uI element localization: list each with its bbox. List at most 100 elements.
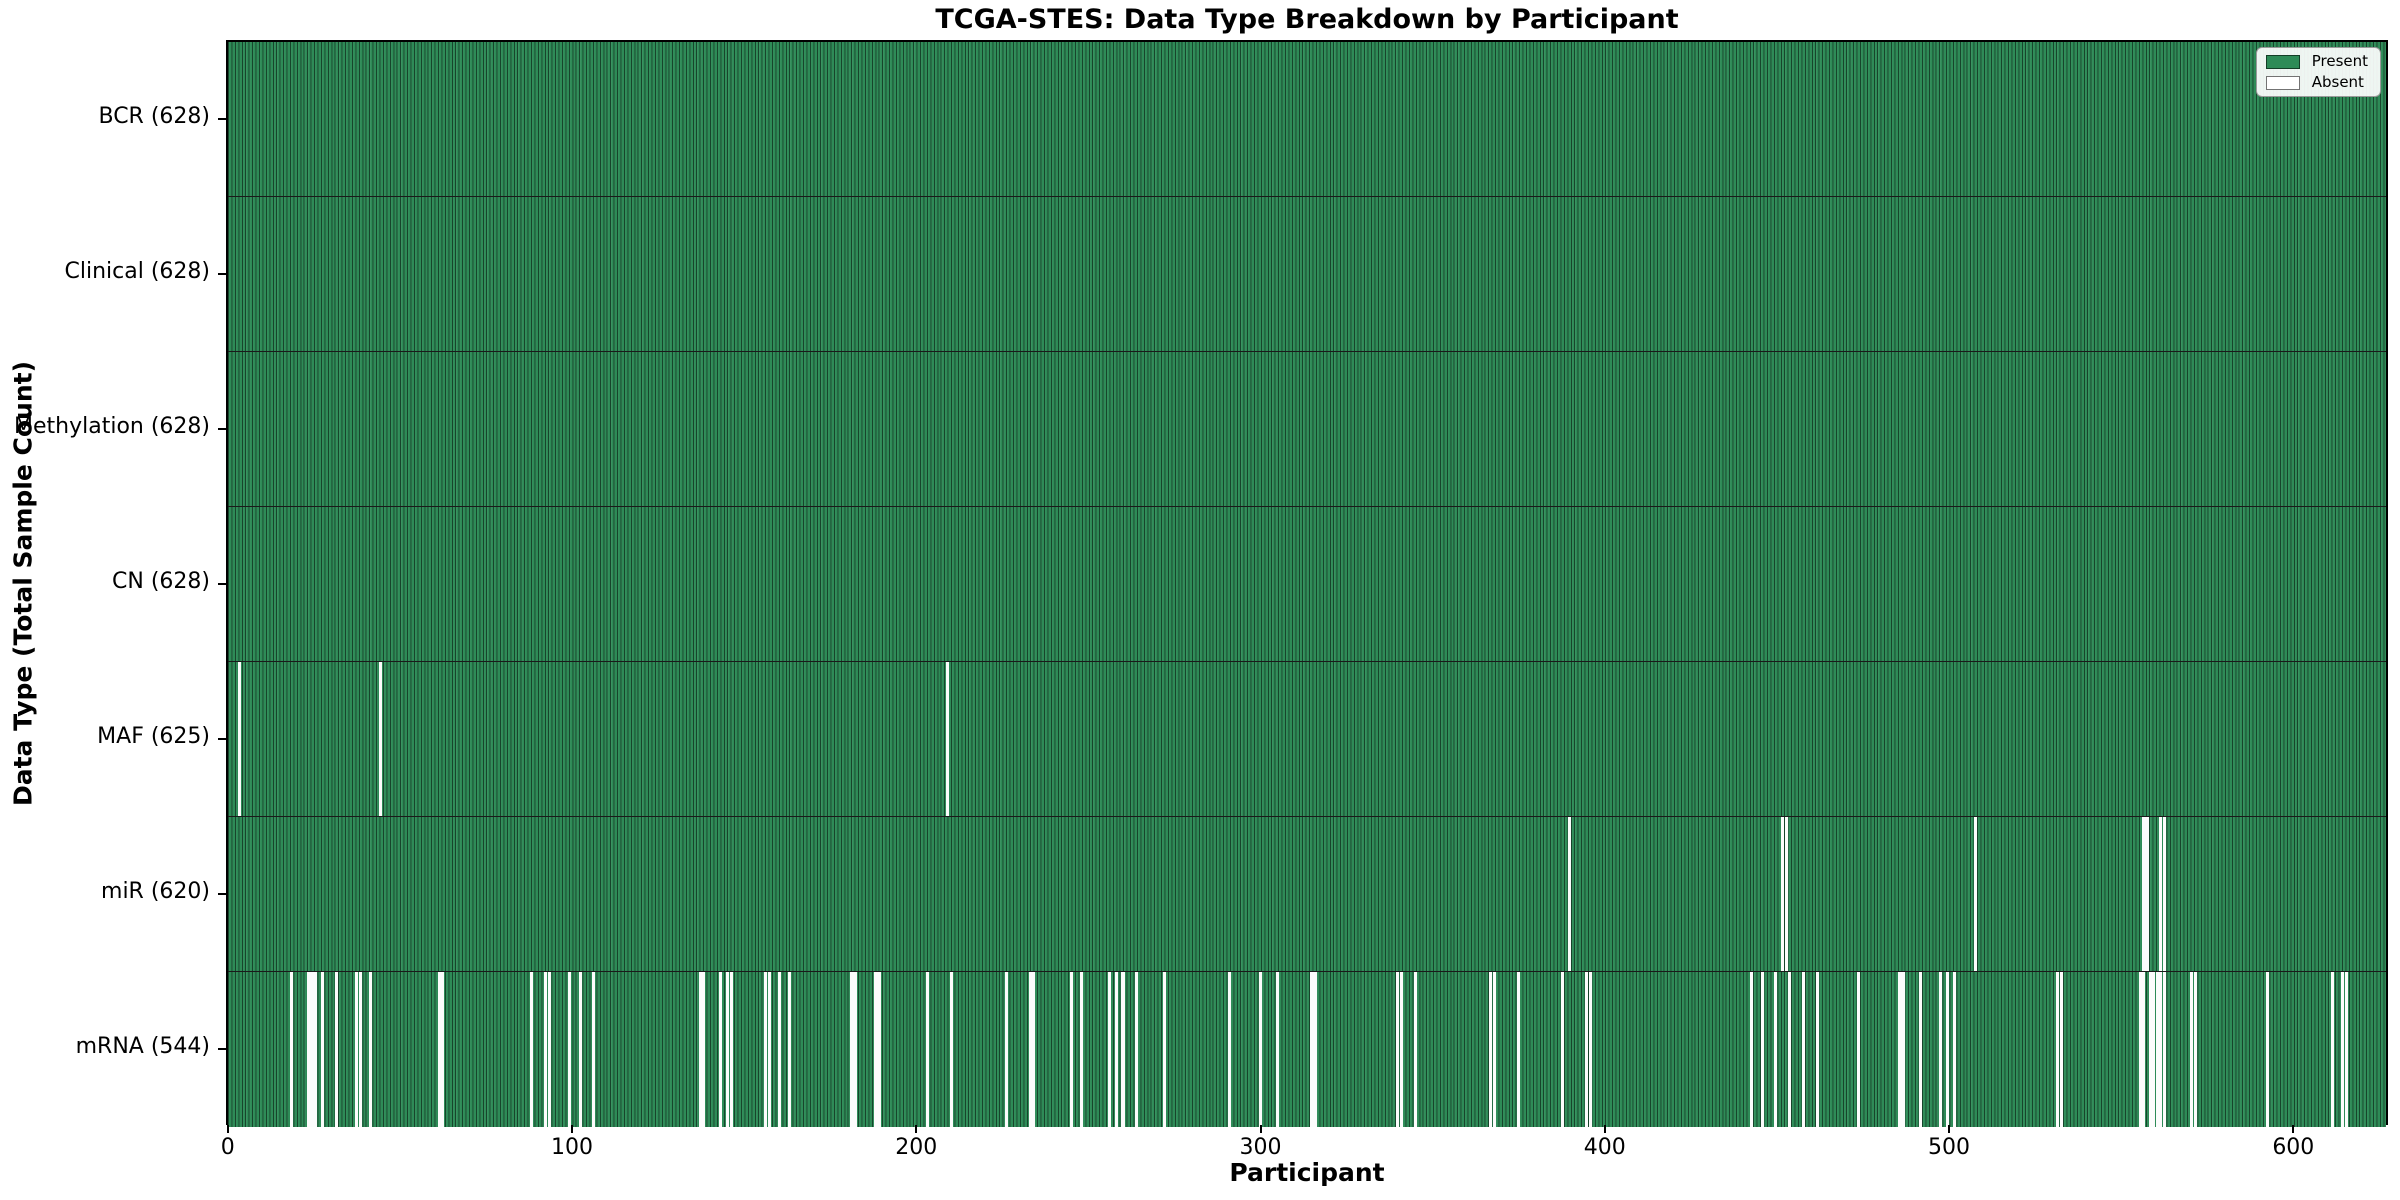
- absent-line: [1069, 972, 1073, 1127]
- absent-line: [767, 972, 771, 1127]
- legend-label: Absent: [2311, 73, 2364, 91]
- absent-line: [1561, 972, 1565, 1127]
- x-tick-label: 600: [2272, 1135, 2315, 1160]
- x-tick-label: 500: [1928, 1135, 1971, 1160]
- absent-line: [2162, 817, 2166, 971]
- absent-line: [2193, 972, 2197, 1127]
- absent-line: [1032, 972, 1036, 1127]
- absent-line: [1227, 972, 1232, 1127]
- absent-line: [1801, 972, 1805, 1127]
- row-fill: [228, 197, 2386, 351]
- absent-line: [368, 972, 372, 1127]
- absent-line: [358, 972, 362, 1127]
- absent-line: [1028, 972, 1032, 1127]
- absent-line: [313, 972, 317, 1127]
- absent-line: [1162, 972, 1166, 1127]
- x-tick-label: 300: [1239, 1135, 1282, 1160]
- x-tick-mark: [2292, 1125, 2295, 1133]
- row-fill: [228, 972, 2386, 1127]
- absent-line: [2152, 972, 2156, 1127]
- absent-line: [568, 972, 572, 1127]
- absent-line: [544, 972, 548, 1127]
- absent-line: [1939, 972, 1943, 1127]
- absent-line: [1492, 972, 1496, 1127]
- y-tick-mark: [218, 272, 226, 275]
- absent-line: [437, 972, 441, 1127]
- absent-line: [2155, 972, 2159, 1127]
- y-tick-mark: [218, 427, 226, 430]
- absent-line: [441, 972, 445, 1127]
- y-tick-mark: [218, 117, 226, 120]
- absent-line: [1918, 972, 1922, 1127]
- absent-line: [2162, 972, 2166, 1127]
- presence-row-bcr: [228, 42, 2386, 197]
- absent-line: [1004, 972, 1008, 1127]
- chart-title: TCGA-STES: Data Type Breakdown by Partic…: [935, 4, 1679, 35]
- absent-line: [1588, 972, 1592, 1127]
- absent-line: [2344, 972, 2348, 1127]
- y-tick-label: BCR (628): [98, 103, 210, 129]
- absent-line: [1856, 972, 1860, 1127]
- absent-line: [1788, 972, 1792, 1127]
- absent-line: [1310, 972, 1314, 1127]
- presence-row-clinical: [228, 197, 2386, 352]
- absent-line: [729, 972, 733, 1127]
- presence-row-mrna: [228, 972, 2386, 1127]
- absent-line: [2056, 972, 2060, 1127]
- absent-line: [2190, 972, 2194, 1127]
- absent-line: [238, 662, 242, 816]
- absent-line: [1313, 972, 1317, 1127]
- legend-item: Absent: [2265, 73, 2368, 91]
- absent-line: [289, 972, 293, 1127]
- absent-line: [2059, 972, 2063, 1127]
- absent-line: [2159, 972, 2163, 1127]
- plot-area: Present Absent: [226, 40, 2388, 1127]
- presence-row-maf: [228, 662, 2386, 817]
- absent-line: [2148, 972, 2152, 1127]
- absent-line: [925, 972, 929, 1127]
- absent-line: [2265, 972, 2269, 1127]
- absent-line: [1396, 972, 1400, 1127]
- absent-line: [355, 972, 359, 1127]
- absent-line: [379, 662, 383, 816]
- x-axis-ticks: 0 100 200 300 400 500 600: [221, 1125, 2388, 1165]
- absent-line: [1399, 972, 1403, 1127]
- absent-line: [1258, 972, 1262, 1127]
- presence-row-cn: [228, 507, 2386, 662]
- absent-line: [1946, 972, 1950, 1127]
- absent-line: [1516, 972, 1520, 1127]
- absent-line: [320, 972, 324, 1127]
- absent-line: [1750, 972, 1754, 1127]
- legend-label: Present: [2311, 52, 2368, 70]
- absent-line: [530, 972, 534, 1127]
- absent-line: [1973, 817, 1977, 971]
- absent-line: [307, 972, 311, 1127]
- absent-line: [2138, 972, 2142, 1127]
- absent-line: [726, 972, 730, 1127]
- x-tick-mark: [1948, 1125, 1951, 1133]
- absent-line: [702, 972, 706, 1127]
- y-tick-label: Clinical (628): [64, 258, 210, 284]
- presence-row-mir: [228, 817, 2386, 972]
- y-axis-ticks: BCR (628) Clinical (628) Methylation (628)…: [0, 40, 226, 1125]
- absent-line: [1774, 972, 1778, 1127]
- x-tick-mark: [1603, 1125, 1606, 1133]
- absent-line: [2142, 817, 2146, 971]
- x-tick-label: 0: [220, 1135, 235, 1160]
- absent-line: [592, 972, 596, 1127]
- absent-line: [2331, 972, 2335, 1127]
- absent-line: [777, 972, 781, 1127]
- x-tick-label: 400: [1583, 1135, 1626, 1160]
- legend-swatch-present: [2265, 54, 2300, 69]
- absent-line: [1413, 972, 1417, 1127]
- absent-line: [578, 972, 582, 1127]
- row-fill: [228, 507, 2386, 661]
- row-fill: [228, 662, 2386, 816]
- absent-line: [877, 972, 881, 1127]
- absent-line: [1898, 972, 1902, 1127]
- absent-line: [1489, 972, 1493, 1127]
- absent-line: [1121, 972, 1125, 1127]
- absent-line: [1781, 817, 1785, 971]
- absent-line: [2159, 817, 2163, 971]
- absent-line: [1568, 817, 1572, 971]
